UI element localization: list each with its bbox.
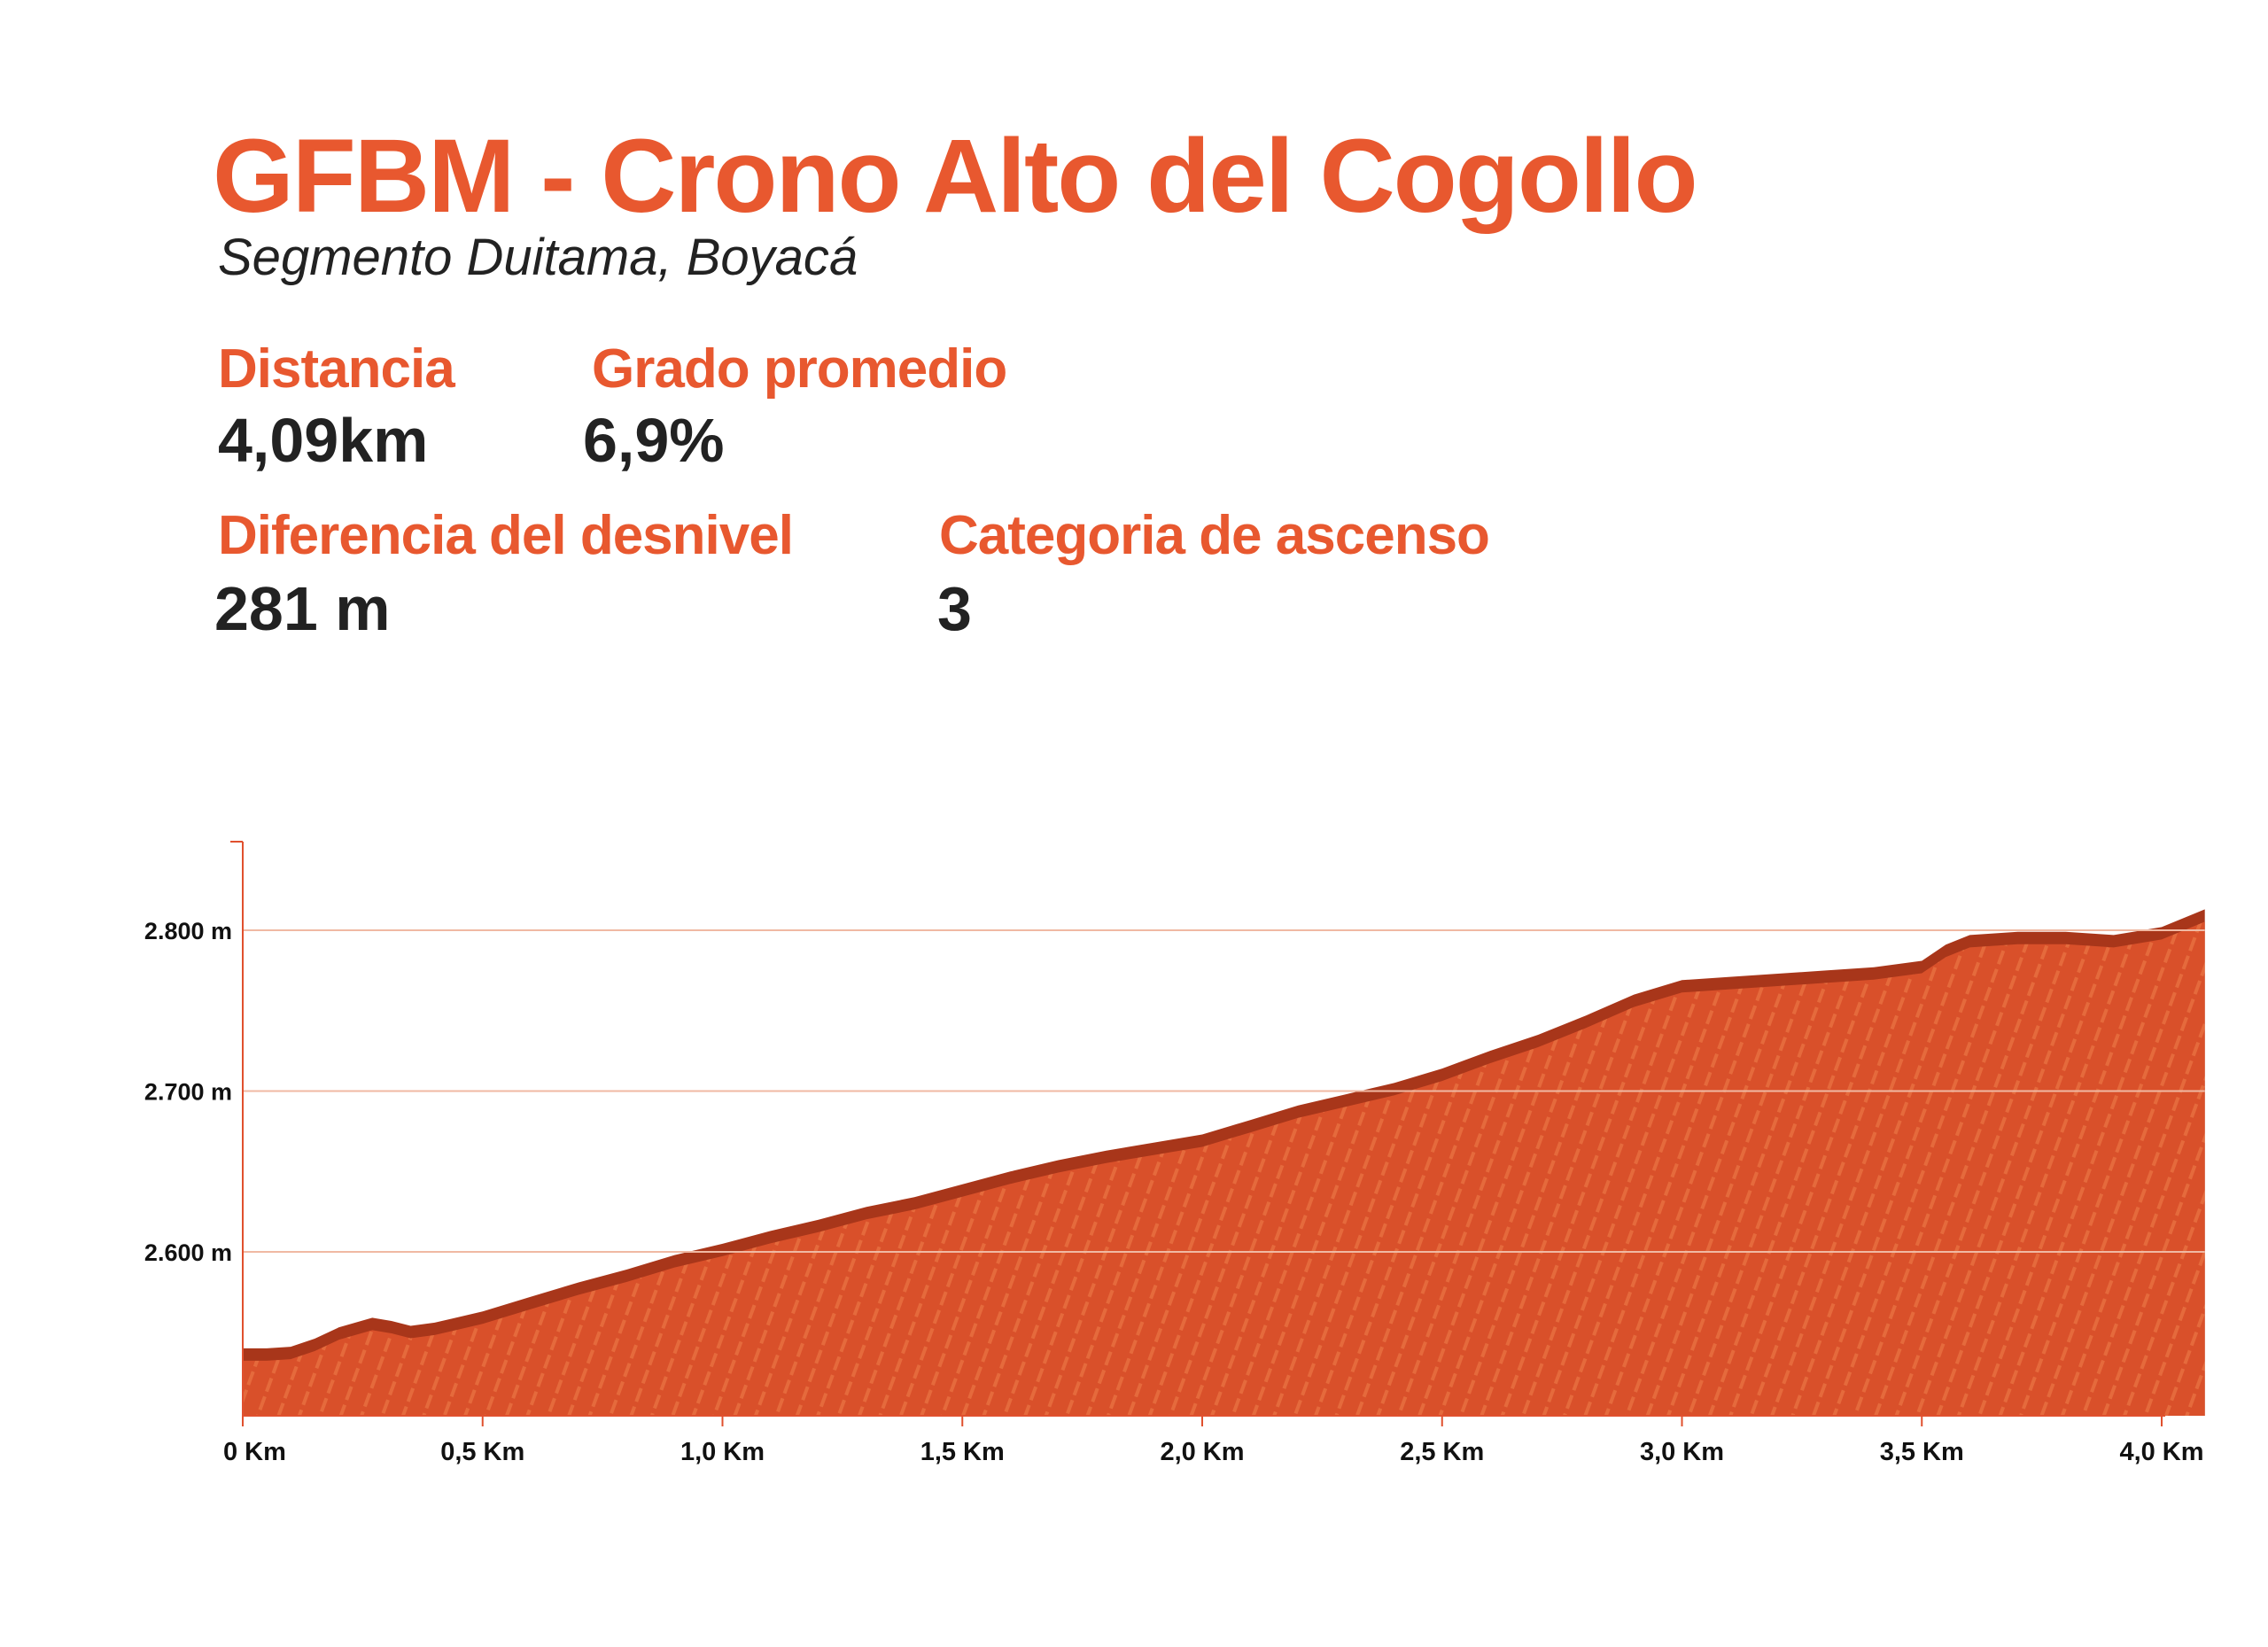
grade-value: 6,9%	[583, 406, 725, 475]
page-title: GFBM - Crono Alto del Cogollo	[213, 118, 1698, 235]
category-label: Categoria de ascenso	[939, 505, 1490, 566]
y-tick-label: 2.800 m	[144, 918, 232, 944]
distance-value: 4,09km	[218, 406, 429, 475]
y-tick-label: 2.600 m	[144, 1239, 232, 1266]
grade-label: Grado promedio	[592, 338, 1007, 400]
y-tick-labels: 2.600 m 2.700 m 2.800 m	[144, 918, 232, 1266]
x-tick-label: 3,5 Km	[1880, 1438, 1964, 1466]
elevation-diff-label: Diferencia del desnivel	[218, 505, 794, 566]
x-tick-label: 0,5 Km	[440, 1438, 524, 1466]
elevation-diff-value: 281 m	[214, 574, 391, 643]
category-value: 3	[937, 574, 972, 643]
axes	[230, 841, 2165, 1426]
x-tick-label: 0 Km	[223, 1438, 286, 1466]
y-tick-label: 2.700 m	[144, 1079, 232, 1106]
area-layer	[243, 909, 2205, 1416]
x-tick-label: 2,5 Km	[1400, 1438, 1484, 1466]
x-tick-label: 2,0 Km	[1160, 1438, 1244, 1466]
x-tick-label: 4,0 Km	[2119, 1438, 2203, 1466]
elevation-area	[243, 921, 2205, 1416]
page-subtitle: Segmento Duitama, Boyacá	[218, 229, 858, 286]
x-tick-label: 3,0 Km	[1640, 1438, 1724, 1466]
x-tick-label: 1,5 Km	[920, 1438, 1005, 1466]
x-tick-labels: 0 Km 0,5 Km 1,0 Km 1,5 Km 2,0 Km 2,5 Km 3,0 Km…	[223, 1438, 2204, 1466]
x-tick-label: 1,0 Km	[680, 1438, 765, 1466]
distance-label: Distancia	[218, 338, 455, 400]
